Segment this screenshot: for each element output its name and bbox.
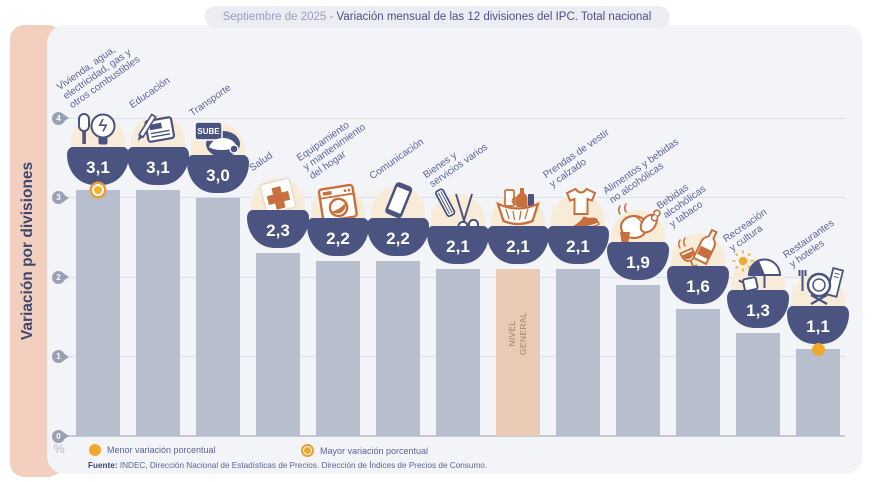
y-axis-tick-3: 3 bbox=[52, 191, 69, 204]
y-axis-tick-4: 4 bbox=[52, 111, 69, 125]
notebook-pencil-icon bbox=[132, 105, 184, 161]
division-value: 2,3 bbox=[266, 220, 290, 240]
legend-label: Menor variación porcentual bbox=[107, 445, 216, 455]
mayor-variacion-ring-dot-icon bbox=[303, 446, 312, 455]
bar-nivel-general: NIVEL GENERAL bbox=[496, 269, 540, 436]
y-axis-title: Variación por divisiones bbox=[19, 161, 37, 341]
gridline-4 bbox=[62, 117, 845, 119]
y-axis-tick-1: 1 bbox=[52, 350, 69, 363]
fork-plate-icon bbox=[792, 264, 845, 320]
bar-5 bbox=[376, 261, 420, 436]
bar-4 bbox=[316, 261, 360, 436]
value-bowl: 2,1 bbox=[487, 226, 549, 264]
bar-12 bbox=[796, 349, 840, 436]
value-bowl: 3,1 bbox=[127, 147, 189, 185]
lightbulb-tools-icon bbox=[72, 105, 124, 161]
legend-item-menor: Menor variación porcentual bbox=[89, 444, 216, 456]
gridline-0 bbox=[62, 435, 845, 437]
bar-6 bbox=[436, 269, 480, 436]
y-axis-tick-2: 2 bbox=[52, 270, 69, 284]
division-value: 2,1 bbox=[446, 236, 470, 256]
bar-10 bbox=[676, 309, 720, 436]
washing-machine-icon bbox=[312, 176, 364, 232]
division-value: 1,9 bbox=[626, 252, 650, 272]
division-value: 2,1 bbox=[506, 236, 530, 256]
chart-title: Septiembre de 2025 - Variación mensual d… bbox=[204, 6, 670, 28]
sube-card-car-icon: SUBE bbox=[192, 113, 244, 169]
roast-chicken-icon bbox=[612, 200, 664, 256]
division-value: 1,3 bbox=[746, 300, 770, 320]
percent-unit-label: % bbox=[53, 441, 65, 456]
chart-title-main: Variación mensual de las 12 divisiones d… bbox=[336, 11, 652, 23]
menor-variacion-marker-dot bbox=[811, 342, 825, 356]
division-value: 2,2 bbox=[326, 228, 350, 248]
value-bowl: 2,3 bbox=[247, 210, 309, 248]
division-value: 1,6 bbox=[686, 276, 710, 296]
y-axis-tick-0: 0 bbox=[52, 429, 69, 443]
division-value: 3,0 bbox=[206, 165, 230, 185]
bar-9 bbox=[616, 285, 660, 436]
legend-item-mayor: Mayor variación porcentual bbox=[301, 444, 428, 457]
nivel-general-bar-label: NIVEL GENERAL bbox=[507, 312, 528, 356]
mayor-variacion-marker-dot bbox=[91, 183, 104, 196]
division-value: 3,1 bbox=[86, 157, 110, 177]
division-value: 1,1 bbox=[806, 316, 830, 336]
source-text: INDEC, Dirección Nacional de Estadística… bbox=[117, 461, 488, 470]
bar-8 bbox=[556, 269, 600, 436]
source-note: Fuente: INDEC, Dirección Nacional de Est… bbox=[88, 461, 487, 470]
source-prefix: Fuente: bbox=[88, 461, 118, 470]
menor-variacion-dot-icon bbox=[89, 444, 101, 456]
bar-0 bbox=[76, 190, 120, 436]
bar-11 bbox=[736, 333, 780, 436]
bar-2 bbox=[196, 198, 240, 436]
umbrella-sun-icon bbox=[732, 248, 784, 304]
svg-text:SUBE: SUBE bbox=[197, 127, 220, 136]
legend-label: Mayor variación porcentual bbox=[320, 445, 429, 456]
bar-3 bbox=[256, 253, 300, 436]
smartphone-icon bbox=[372, 176, 424, 232]
shopping-basket-icon bbox=[492, 184, 544, 240]
division-value: 2,2 bbox=[386, 228, 410, 248]
chart-title-period: Septiembre de 2025 - bbox=[222, 11, 337, 23]
division-value: 2,1 bbox=[566, 236, 590, 256]
division-value: 3,1 bbox=[146, 157, 170, 177]
bar-1 bbox=[136, 190, 180, 436]
